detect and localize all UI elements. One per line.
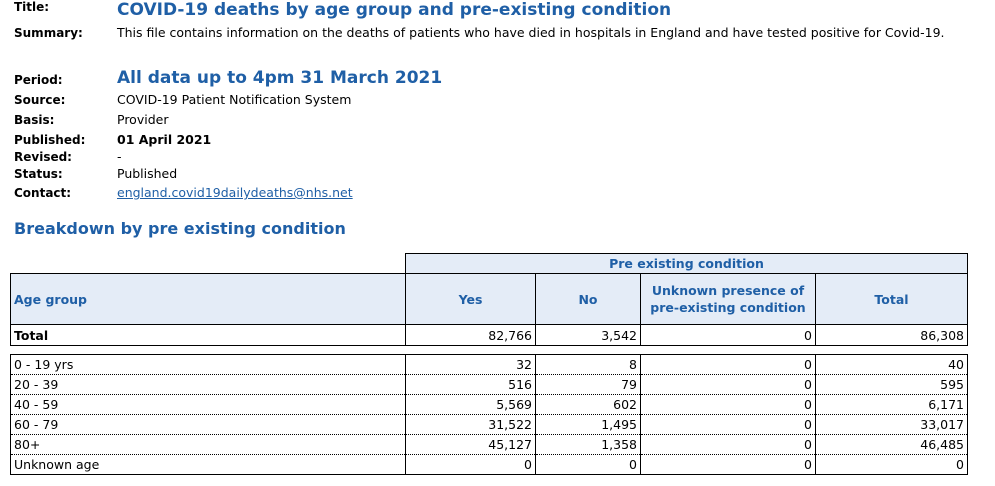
cell-yes: 0 [405,454,536,475]
page-title: COVID-19 deaths by age group and pre-exi… [117,0,672,20]
col-header-yes: Yes [405,273,536,325]
row-label: 80+ [10,434,406,455]
source-label: Source: [14,93,66,107]
col-header-no: No [535,273,641,325]
cell-unknown: 0 [640,394,816,415]
cell-no: 1,358 [535,434,641,455]
cell-no: 8 [535,354,641,375]
col-header-unknown: Unknown presence of pre-existing conditi… [640,273,816,325]
total-row: Total 82,766 3,542 0 86,308 [10,324,968,346]
table-row: 80+ 45,127 1,358 0 46,485 [10,434,968,455]
row-label: Unknown age [10,454,406,475]
table-row: 20 - 39 516 79 0 595 [10,374,968,395]
cell-no: 602 [535,394,641,415]
row-label: 40 - 59 [10,394,406,415]
basis-value: Provider [117,112,169,127]
cell-total: 33,017 [815,414,968,435]
title-label: Title: [14,0,50,14]
cell-yes: 31,522 [405,414,536,435]
cell-yes: 32 [405,354,536,375]
period-value: All data up to 4pm 31 March 2021 [117,68,443,88]
col-header-age-group: Age group [10,273,406,325]
status-value: Published [117,166,178,181]
total-no: 3,542 [535,324,641,346]
row-label: 20 - 39 [10,374,406,395]
cell-total: 0 [815,454,968,475]
table-row: 60 - 79 31,522 1,495 0 33,017 [10,414,968,435]
cell-total: 6,171 [815,394,968,415]
table-row: Unknown age 0 0 0 0 [10,454,968,475]
status-label: Status: [14,167,63,181]
cell-unknown: 0 [640,414,816,435]
total-unknown: 0 [640,324,816,346]
table-row: 40 - 59 5,569 602 0 6,171 [10,394,968,415]
section-title: Breakdown by pre existing condition [14,219,346,238]
summary-label: Summary: [14,26,83,40]
cell-total: 40 [815,354,968,375]
row-label: 0 - 19 yrs [10,354,406,375]
summary-text: This file contains information on the de… [117,25,945,40]
row-label: 60 - 79 [10,414,406,435]
revised-value: - [117,149,122,164]
cell-unknown: 0 [640,454,816,475]
cell-no: 1,495 [535,414,641,435]
cell-yes: 45,127 [405,434,536,455]
contact-label: Contact: [14,186,72,200]
col-header-total: Total [815,273,968,325]
cell-unknown: 0 [640,434,816,455]
cell-total: 46,485 [815,434,968,455]
published-label: Published: [14,133,86,147]
cell-no: 0 [535,454,641,475]
header-spacer [10,253,406,274]
total-row-label: Total [10,324,406,346]
cell-no: 79 [535,374,641,395]
col-header-unknown-line2: pre-existing condition [650,300,806,315]
table-row: 0 - 19 yrs 32 8 0 40 [10,354,968,375]
total-total: 86,308 [815,324,968,346]
cell-total: 595 [815,374,968,395]
source-value: COVID-19 Patient Notification System [117,92,352,107]
cell-unknown: 0 [640,374,816,395]
col-header-unknown-line1: Unknown presence of [651,283,805,298]
header-table: Pre existing condition Age group Yes No … [10,253,968,346]
basis-label: Basis: [14,113,55,127]
data-table: 0 - 19 yrs 32 8 0 40 20 - 39 516 79 0 59… [10,354,968,475]
total-yes: 82,766 [405,324,536,346]
period-label: Period: [14,73,63,87]
group-header: Pre existing condition [405,253,968,274]
published-value: 01 April 2021 [117,132,212,147]
revised-label: Revised: [14,150,72,164]
cell-yes: 5,569 [405,394,536,415]
cell-yes: 516 [405,374,536,395]
cell-unknown: 0 [640,354,816,375]
contact-email-link[interactable]: england.covid19dailydeaths@nhs.net [117,185,353,200]
